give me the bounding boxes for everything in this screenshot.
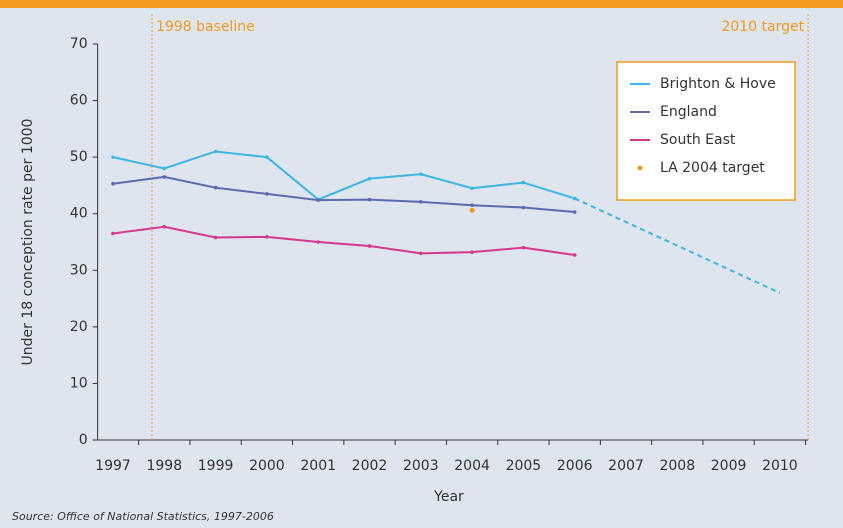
point [521,245,526,250]
legend-label: England [660,104,717,120]
x-tick-label: 1997 [95,458,131,474]
point [367,244,372,248]
point [265,192,269,196]
source: Source: Office of National Statistics, 1… [12,510,274,523]
point [213,149,218,154]
projection-line [574,197,781,294]
point [419,251,423,256]
point [162,175,167,179]
x-tick-label: 1998 [146,458,182,474]
x-tick-label: 2009 [711,458,747,474]
y-tick-label: 60 [70,93,88,109]
x-tick-label: 2008 [659,458,695,474]
point [316,198,321,202]
series-line [112,150,575,201]
point [111,181,115,186]
top-bar [0,0,843,8]
x-tick-label: 1999 [198,458,234,474]
x-tick-label: 2002 [352,458,388,474]
x-axis-label: Year [433,489,464,505]
point [213,235,218,240]
x-tick-label: 2001 [300,458,336,474]
point [419,172,423,176]
point [367,176,372,181]
point [470,250,474,254]
x-tick-label: 2006 [557,458,593,474]
point [470,186,474,191]
series-line [112,175,575,214]
x-tick-label: 2003 [403,458,439,474]
y-tick-label: 0 [79,432,88,448]
y-tick-label: 20 [70,319,88,335]
point [521,180,526,185]
point [265,155,269,159]
y-tick-label: 50 [70,149,88,165]
point [419,200,423,204]
legend-swatch [637,165,643,171]
y-tick-label: 30 [70,262,88,278]
x-tick-label: 2007 [608,458,644,474]
target-point [469,207,475,213]
y-axis-label: Under 18 conception rate per 1000 [20,119,36,366]
x-tick-label: 2004 [454,458,490,474]
point [572,253,577,257]
point [162,224,167,229]
point [521,205,526,210]
point [470,203,474,208]
point [572,210,577,214]
y-tick-label: 10 [70,375,88,391]
y-tick-label: 70 [70,36,88,52]
point [367,197,372,202]
point [162,166,167,171]
point [111,231,115,236]
legend-label: LA 2004 target [660,160,765,176]
x-tick-label: 2005 [506,458,542,474]
y-tick-label: 40 [70,206,88,222]
point [213,185,218,190]
point [316,240,321,244]
series-line [112,225,575,257]
reference-label: 2010 target [721,19,804,35]
legend-label: Brighton & Hove [660,76,776,92]
reference-label: 1998 baseline [156,19,255,35]
x-tick-label: 2010 [762,458,798,474]
point [111,155,115,159]
legend-label: South East [660,132,736,148]
x-tick-label: 2000 [249,458,285,474]
point [265,235,269,239]
